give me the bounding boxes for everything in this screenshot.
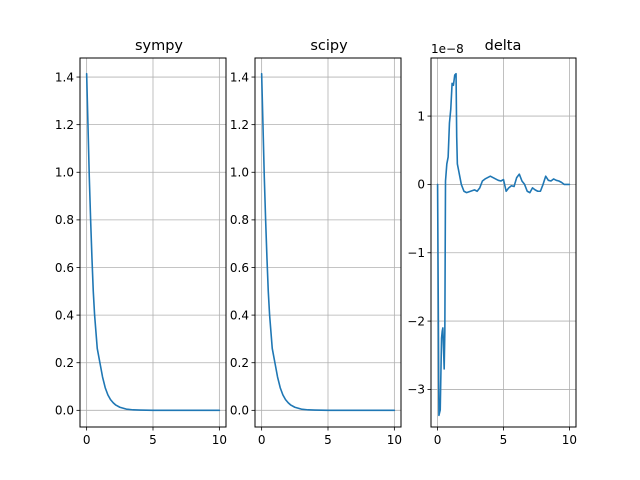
scipy-plot-area: 0 5 10 0.0 0.2 0.4 0.6 0.8 1.0 1.2 1.4 [230, 57, 402, 447]
delta-plot-area: 0 5 10 −3 −2 −1 0 1 [407, 57, 577, 447]
sympy-x-tick-label-0: 0 [83, 433, 91, 447]
scipy-y-tick-label-5: 1.0 [230, 166, 249, 180]
scipy-y-tick-label-3: 0.6 [230, 261, 249, 275]
scipy-panel: 0 5 10 0.0 0.2 0.4 0.6 0.8 1.0 1.2 1.4 scipy [230, 38, 402, 447]
delta-y-tick-label-2: −1 [407, 246, 425, 260]
scipy-y-tick-label-2: 0.4 [230, 308, 249, 322]
delta-title: delta [485, 38, 522, 54]
delta-y-tick-label-1: −2 [407, 314, 425, 328]
sympy-y-tick-label-3: 0.6 [55, 261, 74, 275]
sympy-panel: 0 5 10 0.0 0.2 0.4 0.6 0.8 1.0 1.2 1.4 sympy [55, 38, 227, 447]
sympy-y-tick-label-7: 1.4 [55, 70, 74, 84]
sympy-y-tick-label-6: 1.2 [55, 118, 74, 132]
sympy-y-tick-label-5: 1.0 [55, 166, 74, 180]
delta-y-tick-label-3: 0 [417, 178, 425, 192]
delta-offset-text: 1e−8 [431, 42, 464, 56]
scipy-title: scipy [310, 38, 348, 54]
delta-y-tick-label-0: −3 [407, 383, 425, 397]
scipy-x-tick-label-2: 10 [387, 433, 402, 447]
scipy-x-tick-label-1: 5 [324, 433, 332, 447]
delta-y-tick-label-4: 1 [417, 109, 425, 123]
scipy-y-tick-label-1: 0.2 [230, 356, 249, 370]
delta-x-tick-label-2: 10 [562, 433, 577, 447]
scipy-y-tick-label-6: 1.2 [230, 118, 249, 132]
scipy-y-tick-label-0: 0.0 [230, 404, 249, 418]
delta-panel: 0 5 10 −3 −2 −1 0 1 delta 1e−8 [407, 38, 577, 447]
scipy-x-tick-label-0: 0 [258, 433, 266, 447]
sympy-y-tick-label-2: 0.4 [55, 308, 74, 322]
sympy-x-tick-label-2: 10 [212, 433, 227, 447]
sympy-plot-area: 0 5 10 0.0 0.2 0.4 0.6 0.8 1.0 1.2 1.4 [55, 57, 227, 447]
sympy-x-tick-label-1: 5 [149, 433, 157, 447]
sympy-y-tick-label-4: 0.8 [55, 213, 74, 227]
delta-x-tick-label-0: 0 [434, 433, 442, 447]
scipy-series-line-0 [260, 72, 396, 412]
scipy-y-tick-label-4: 0.8 [230, 213, 249, 227]
sympy-series-line-0 [85, 72, 221, 412]
sympy-title: sympy [135, 38, 183, 54]
delta-x-tick-label-1: 5 [500, 433, 508, 447]
sympy-y-tick-label-1: 0.2 [55, 356, 74, 370]
delta-series-line-0 [436, 72, 571, 417]
sympy-y-tick-label-0: 0.0 [55, 404, 74, 418]
scipy-y-tick-label-7: 1.4 [230, 70, 249, 84]
